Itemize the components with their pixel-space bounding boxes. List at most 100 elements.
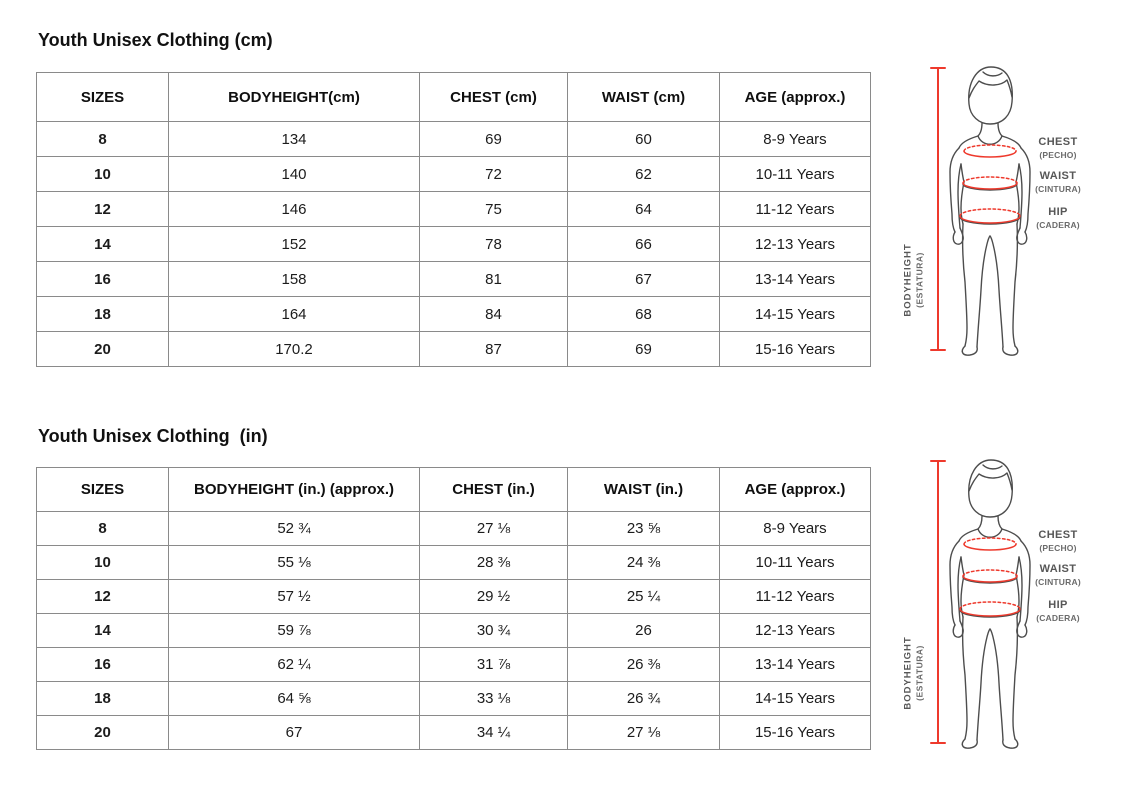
table-row: 18 64 ⅝ 33 ⅛ 26 ¾ 14-15 Years [36, 681, 871, 716]
data-cell: 24 ⅜ [567, 545, 720, 580]
data-cell: 57 ½ [168, 579, 420, 614]
table-row: 12 57 ½ 29 ½ 25 ¼ 11-12 Years [36, 579, 871, 614]
data-cell: 11-12 Years [719, 579, 871, 614]
data-cell: 13-14 Years [719, 647, 871, 682]
data-cell: 158 [168, 261, 420, 297]
bodyheight-label-text: BODYHEIGHT [902, 636, 914, 710]
data-cell: 62 ¼ [168, 647, 420, 682]
header-cell-waist: WAIST (cm) [567, 72, 720, 122]
size-cell: 18 [36, 296, 169, 332]
hip-label: HIP (CADERA) [1010, 599, 1106, 623]
data-cell: 29 ½ [419, 579, 568, 614]
header-row: SIZES BODYHEIGHT(cm) CHEST (cm) WAIST (c… [36, 72, 871, 122]
data-cell: 170.2 [168, 331, 420, 367]
data-cell: 52 ¾ [168, 511, 420, 546]
bodyheight-label-text: BODYHEIGHT [902, 243, 914, 317]
hip-label-text: HIP [1048, 599, 1068, 611]
header-cell-chest: CHEST (in.) [419, 467, 568, 512]
data-cell: 55 ⅛ [168, 545, 420, 580]
data-cell: 60 [567, 121, 720, 157]
data-cell: 14-15 Years [719, 296, 871, 332]
waist-label: WAIST (CINTURA) [1010, 563, 1106, 587]
data-cell: 66 [567, 226, 720, 262]
table-row: 10 55 ⅛ 28 ⅜ 24 ⅜ 10-11 Years [36, 545, 871, 580]
data-cell: 67 [168, 715, 420, 750]
data-cell: 12-13 Years [719, 613, 871, 648]
header-cell-sizes: SIZES [36, 467, 169, 512]
size-cell: 8 [36, 121, 169, 157]
header-cell-chest: CHEST (cm) [419, 72, 568, 122]
data-cell: 64 [567, 191, 720, 227]
data-cell: 30 ¾ [419, 613, 568, 648]
chest-label-text: CHEST [1038, 136, 1078, 148]
header-cell-waist: WAIST (in.) [567, 467, 720, 512]
data-cell: 25 ¼ [567, 579, 720, 614]
size-cell: 10 [36, 156, 169, 192]
waist-label-text: WAIST [1039, 563, 1077, 575]
bodyheight-label: BODYHEIGHT (ESTATURA) [902, 636, 925, 709]
data-cell: 14-15 Years [719, 681, 871, 716]
chest-label: CHEST (PECHO) [1010, 136, 1106, 160]
data-cell: 87 [419, 331, 568, 367]
data-cell: 75 [419, 191, 568, 227]
data-cell: 146 [168, 191, 420, 227]
data-cell: 26 ¾ [567, 681, 720, 716]
table-row: 20 170.2 87 69 15-16 Years [36, 331, 871, 367]
cm-section-title: Youth Unisex Clothing (cm) [38, 30, 273, 50]
header-row: SIZES BODYHEIGHT (in.) (approx.) CHEST (… [36, 467, 871, 512]
data-cell: 27 ⅛ [567, 715, 720, 750]
data-cell: 8-9 Years [719, 511, 871, 546]
waist-label-text: WAIST [1039, 170, 1077, 182]
table-row: 18 164 84 68 14-15 Years [36, 296, 871, 332]
size-cell: 14 [36, 613, 169, 648]
hip-label: HIP (CADERA) [1010, 206, 1106, 230]
data-cell: 28 ⅜ [419, 545, 568, 580]
size-cell: 16 [36, 647, 169, 682]
chest-label-sub: (PECHO) [1039, 542, 1077, 553]
data-cell: 67 [567, 261, 720, 297]
table-row: 20 67 34 ¼ 27 ⅛ 15-16 Years [36, 715, 871, 750]
size-cell: 20 [36, 331, 169, 367]
size-cell: 12 [36, 579, 169, 614]
data-cell: 164 [168, 296, 420, 332]
table-row: 8 134 69 60 8-9 Years [36, 121, 871, 157]
header-cell-bodyheight: BODYHEIGHT(cm) [168, 72, 420, 122]
hip-label-sub: (CADERA) [1036, 219, 1080, 230]
size-cell: 14 [36, 226, 169, 262]
table-row: 14 152 78 66 12-13 Years [36, 226, 871, 262]
data-cell: 84 [419, 296, 568, 332]
bodyheight-label-sub: (ESTATURA) [914, 252, 925, 308]
data-cell: 33 ⅛ [419, 681, 568, 716]
size-cell: 18 [36, 681, 169, 716]
table-row: 16 62 ¼ 31 ⅞ 26 ⅜ 13-14 Years [36, 647, 871, 682]
data-cell: 34 ¼ [419, 715, 568, 750]
data-cell: 23 ⅝ [567, 511, 720, 546]
data-cell: 27 ⅛ [419, 511, 568, 546]
data-cell: 10-11 Years [719, 545, 871, 580]
table-row: 10 140 72 62 10-11 Years [36, 156, 871, 192]
data-cell: 26 ⅜ [567, 647, 720, 682]
data-cell: 26 [567, 613, 720, 648]
waist-label-sub: (CINTURA) [1035, 576, 1081, 587]
table-row: 12 146 75 64 11-12 Years [36, 191, 871, 227]
data-cell: 152 [168, 226, 420, 262]
size-cell: 12 [36, 191, 169, 227]
header-cell-sizes: SIZES [36, 72, 169, 122]
data-cell: 15-16 Years [719, 331, 871, 367]
data-cell: 11-12 Years [719, 191, 871, 227]
size-cell: 20 [36, 715, 169, 750]
data-cell: 69 [567, 331, 720, 367]
header-cell-bodyheight: BODYHEIGHT (in.) (approx.) [168, 467, 420, 512]
data-cell: 64 ⅝ [168, 681, 420, 716]
in-measurement-figure: BODYHEIGHT (ESTATURA) CHEST (PECHO) WAIS… [898, 453, 1139, 765]
data-cell: 62 [567, 156, 720, 192]
in-size-table: SIZES BODYHEIGHT (in.) (approx.) CHEST (… [36, 467, 871, 750]
data-cell: 81 [419, 261, 568, 297]
data-cell: 140 [168, 156, 420, 192]
data-cell: 8-9 Years [719, 121, 871, 157]
data-cell: 72 [419, 156, 568, 192]
table-row: 16 158 81 67 13-14 Years [36, 261, 871, 297]
header-cell-age: AGE (approx.) [719, 72, 871, 122]
waist-label-sub: (CINTURA) [1035, 183, 1081, 194]
table-row: 8 52 ¾ 27 ⅛ 23 ⅝ 8-9 Years [36, 511, 871, 546]
